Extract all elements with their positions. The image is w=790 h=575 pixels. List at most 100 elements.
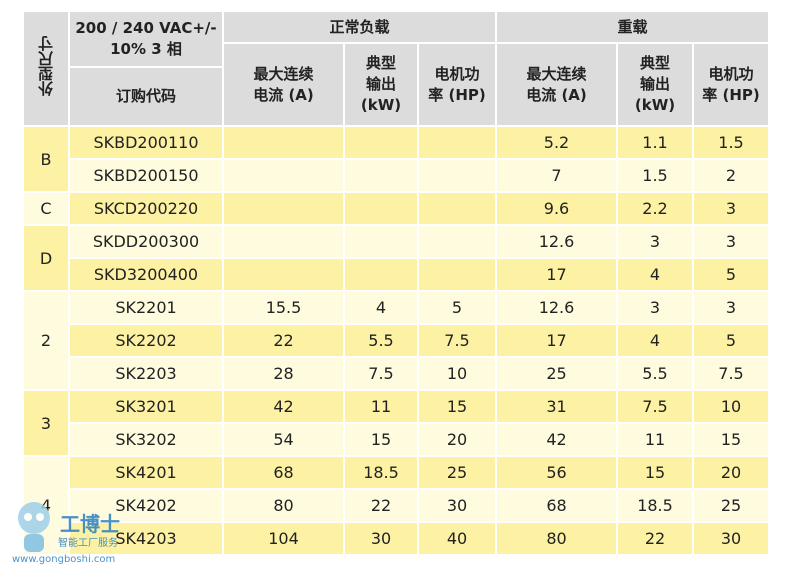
logo-head — [18, 502, 50, 534]
value-cell — [343, 158, 419, 193]
group-header: 正常负载 — [222, 10, 497, 44]
order-code-cell: SK4202 — [68, 488, 224, 523]
value-cell — [417, 191, 497, 226]
order-code-cell: SK2203 — [68, 356, 224, 391]
value-cell: 30 — [343, 521, 419, 556]
value-cell: 7.5 — [692, 356, 770, 391]
value-cell: 4 — [616, 323, 694, 358]
table-row: SK2203 28 7.5 10 25 5.5 7.5 — [23, 356, 770, 391]
order-code-header: 订购代码 — [68, 66, 224, 127]
column-header: 电机功 率 (HP) — [417, 42, 497, 127]
value-cell: 2.2 — [616, 191, 694, 226]
value-cell — [417, 257, 497, 292]
watermark-logo — [18, 502, 50, 552]
table-row: SKD3200400 17 4 5 — [23, 257, 770, 292]
watermark: 工博士 智能工厂服务 www.gongboshi.com — [8, 490, 148, 570]
column-header: 电机功 率 (HP) — [692, 42, 770, 127]
column-header: 典型 输出 (kW) — [616, 42, 694, 127]
value-cell — [417, 125, 497, 160]
value-cell: 15 — [616, 455, 694, 490]
value-cell: 15.5 — [222, 290, 345, 325]
value-cell: 25 — [495, 356, 618, 391]
value-cell: 25 — [692, 488, 770, 523]
logo-eye — [24, 513, 32, 521]
value-cell: 15 — [692, 422, 770, 457]
value-cell: 7.5 — [616, 389, 694, 424]
value-cell: 22 — [222, 323, 345, 358]
value-cell — [343, 125, 419, 160]
value-cell: 1.1 — [616, 125, 694, 160]
value-cell: 22 — [343, 488, 419, 523]
order-code-cell: SK2201 — [68, 290, 224, 325]
value-cell: 4 — [616, 257, 694, 292]
value-cell: 68 — [222, 455, 345, 490]
column-header: 最大连续 电流 (A) — [495, 42, 618, 127]
frame-header: 外型尺寸 — [36, 35, 55, 96]
order-code-cell: SKBD200150 — [68, 158, 224, 193]
table-row: SK2202 22 5.5 7.5 17 4 5 — [23, 323, 770, 358]
value-cell: 7.5 — [417, 323, 497, 358]
spec-table: 外型尺寸 200 / 240 VAC+/- 10% 3 相 正常负载 重载 最大… — [22, 10, 770, 556]
frame-cell: C — [22, 191, 70, 226]
value-cell: 1.5 — [692, 125, 770, 160]
frame-cell: D — [22, 224, 70, 292]
order-code-cell: SK4201 — [68, 455, 224, 490]
value-cell — [417, 158, 497, 193]
value-cell: 17 — [495, 257, 618, 292]
value-cell — [222, 257, 345, 292]
table-row: SK4203 104 30 40 80 22 30 — [23, 521, 770, 556]
value-cell: 10 — [417, 356, 497, 391]
column-header: 最大连续 电流 (A) — [222, 42, 345, 127]
value-cell: 5 — [417, 290, 497, 325]
value-cell: 30 — [417, 488, 497, 523]
value-cell: 12.6 — [495, 290, 618, 325]
table-body: B SKBD200110 5.2 1.1 1.5 SKBD200150 7 1.5 2 C SKCD… — [22, 125, 770, 556]
value-cell: 11 — [616, 422, 694, 457]
value-cell: 3 — [692, 224, 770, 259]
value-cell: 22 — [616, 521, 694, 556]
order-code-cell: SK3201 — [68, 389, 224, 424]
order-code-cell: SKD3200400 — [68, 257, 224, 292]
order-code-cell: SK2202 — [68, 323, 224, 358]
value-cell: 15 — [343, 422, 419, 457]
value-cell: 15 — [417, 389, 497, 424]
value-cell — [222, 191, 345, 226]
value-cell: 20 — [417, 422, 497, 457]
value-cell — [343, 191, 419, 226]
watermark-slogan: 智能工厂服务 — [58, 538, 118, 549]
value-cell: 9.6 — [495, 191, 618, 226]
logo-body — [24, 534, 44, 552]
value-cell: 56 — [495, 455, 618, 490]
value-cell: 31 — [495, 389, 618, 424]
table-row: SK4202 80 22 30 68 18.5 25 — [23, 488, 770, 523]
value-cell — [343, 257, 419, 292]
value-cell: 20 — [692, 455, 770, 490]
value-cell: 3 — [692, 290, 770, 325]
value-cell: 42 — [222, 389, 345, 424]
value-cell: 104 — [222, 521, 345, 556]
value-cell: 5.5 — [616, 356, 694, 391]
voltage-header: 200 / 240 VAC+/- 10% 3 相 — [68, 10, 224, 68]
value-cell: 3 — [616, 224, 694, 259]
watermark-url: www.gongboshi.com — [12, 554, 116, 565]
value-cell: 3 — [616, 290, 694, 325]
value-cell: 28 — [222, 356, 345, 391]
value-cell: 30 — [692, 521, 770, 556]
value-cell: 5.2 — [495, 125, 618, 160]
value-cell: 18.5 — [343, 455, 419, 490]
value-cell: 3 — [692, 191, 770, 226]
order-code-cell: SK4203 — [68, 521, 224, 556]
table-row: SKBD200150 7 1.5 2 — [23, 158, 770, 193]
value-cell: 68 — [495, 488, 618, 523]
value-cell: 42 — [495, 422, 618, 457]
table-row: D SKDD200300 12.6 3 3 — [22, 224, 770, 292]
value-cell: 7 — [495, 158, 618, 193]
value-cell: 80 — [495, 521, 618, 556]
order-code-cell: SK3202 — [68, 422, 224, 457]
frame-cell: 2 — [22, 290, 70, 391]
table-row: C SKCD200220 9.6 2.2 3 — [22, 191, 770, 226]
value-cell: 2 — [692, 158, 770, 193]
order-code-cell: SKCD200220 — [68, 191, 224, 226]
frame-header-cell: 外型尺寸 — [22, 10, 70, 127]
table-row: 3 SK3201 42 11 15 31 7.5 10 — [22, 389, 770, 457]
